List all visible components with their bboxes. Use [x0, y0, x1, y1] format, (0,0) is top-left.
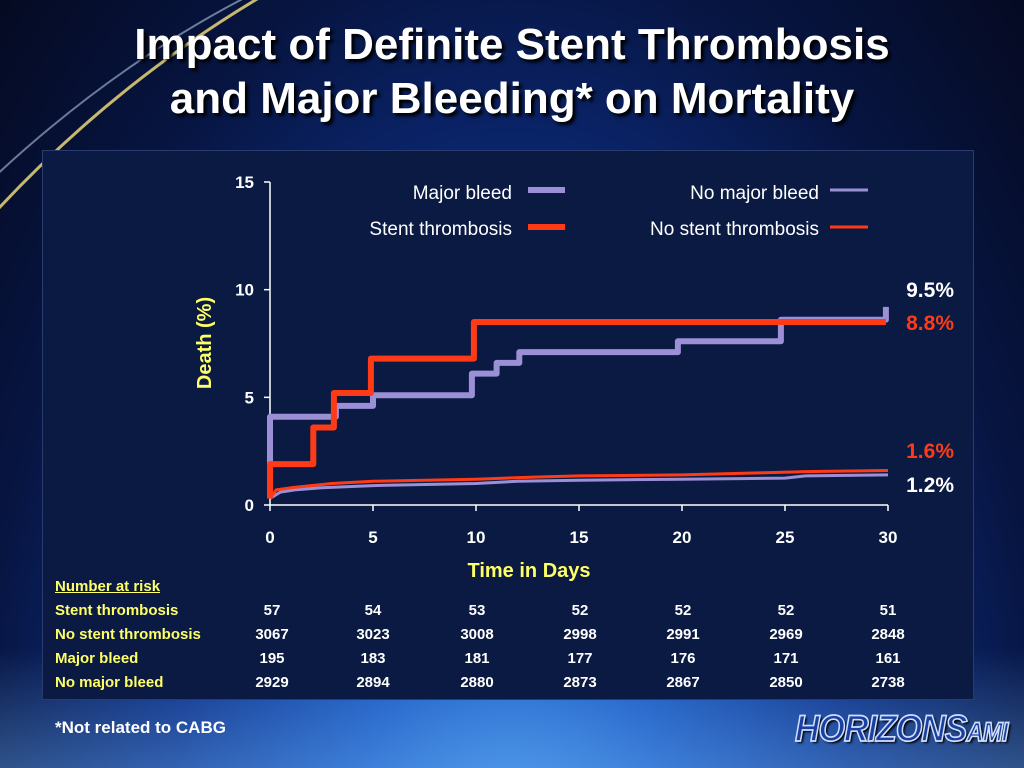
risk-table-row: Major bleed 195 183 181 177 176 171 161: [0, 650, 1024, 672]
risk-cell: 2848: [871, 626, 905, 643]
risk-cell: 3023: [356, 626, 390, 643]
x-tick-label: 10: [467, 528, 486, 547]
page-title: Impact of Definite Stent Thrombosis and …: [0, 18, 1024, 126]
end-label-no-stent-thrombosis: 1.6%: [906, 440, 954, 463]
x-tick-label: 25: [776, 528, 795, 547]
logo-main: HORIZONS: [794, 707, 968, 750]
y-tick-label: 0: [245, 496, 254, 515]
risk-cell: 2929: [255, 674, 289, 691]
risk-cell: 3008: [460, 626, 494, 643]
risk-cell: 54: [364, 602, 382, 619]
risk-cell: 52: [674, 602, 692, 619]
logo-suffix: AMI: [966, 717, 1010, 748]
risk-table-row: Stent thrombosis 57 54 53 52 52 52 51: [0, 602, 1024, 624]
risk-cell: 2969: [769, 626, 803, 643]
risk-cell: 171: [773, 650, 799, 667]
risk-cell: 176: [670, 650, 696, 667]
risk-cell: 2867: [666, 674, 700, 691]
series-no-major-bleed: [269, 473, 889, 500]
x-tick-label: 20: [673, 528, 692, 547]
x-tick-label: 0: [265, 528, 274, 547]
risk-cell: 51: [879, 602, 897, 619]
horizons-ami-logo: HORIZONSAMI: [794, 707, 1010, 751]
risk-cell: 195: [259, 650, 285, 667]
risk-cell: 2738: [871, 674, 905, 691]
footnote: *Not related to CABG: [55, 718, 226, 737]
risk-row-label: No stent thrombosis: [55, 626, 201, 643]
risk-cell: 177: [567, 650, 593, 667]
risk-cell: 2850: [769, 674, 803, 691]
chart-panel: [42, 150, 974, 700]
risk-cell: 52: [777, 602, 795, 619]
end-label-stent-thrombosis: 8.8%: [906, 312, 954, 335]
risk-cell: 52: [571, 602, 589, 619]
end-label-no-major-bleed: 1.2%: [906, 474, 954, 497]
legend-label: No stent thrombosis: [650, 219, 819, 240]
risk-cell: 2880: [460, 674, 494, 691]
risk-row-label: Major bleed: [55, 650, 139, 667]
series-stent-thrombosis: [267, 319, 886, 499]
risk-table-title: Number at risk: [55, 578, 161, 595]
x-tick-label: 30: [879, 528, 898, 547]
risk-table-row: No major bleed 2929 2894 2880 2873 2867 2850 27…: [0, 674, 1024, 696]
legend-label: No major bleed: [690, 183, 819, 204]
risk-table-row: No stent thrombosis 3067 3023 3008 2998 2991 2…: [0, 626, 1024, 648]
risk-cell: 2991: [666, 626, 700, 643]
risk-cell: 181: [464, 650, 490, 667]
y-axis-label: Death (%): [194, 297, 216, 389]
y-tick-label: 10: [235, 281, 254, 300]
risk-row-label: Stent thrombosis: [55, 602, 179, 619]
x-axis-label: Time in Days: [467, 560, 590, 582]
y-tick-label: 5: [245, 388, 254, 407]
series-no-stent-thrombosis: [268, 469, 889, 500]
y-tick-label: 15: [235, 173, 254, 192]
risk-cell: 53: [468, 602, 486, 619]
series-major-bleed: [267, 306, 889, 499]
risk-cell: 57: [263, 602, 281, 619]
risk-cell: 2998: [563, 626, 597, 643]
x-tick-label: 15: [570, 528, 589, 547]
end-label-major-bleed: 9.5%: [906, 279, 954, 302]
risk-cell: 2873: [563, 674, 597, 691]
risk-cell: 183: [360, 650, 386, 667]
risk-cell: 2894: [356, 674, 390, 691]
risk-cell: 161: [875, 650, 901, 667]
risk-cell: 3067: [255, 626, 289, 643]
risk-row-label: No major bleed: [55, 674, 164, 691]
x-tick-label: 5: [368, 528, 377, 547]
title-line-1: Impact of Definite Stent Thrombosis: [134, 20, 890, 69]
legend-label: Major bleed: [413, 183, 512, 204]
title-line-2: and Major Bleeding* on Mortality: [169, 74, 855, 123]
legend-label: Stent thrombosis: [369, 219, 512, 240]
